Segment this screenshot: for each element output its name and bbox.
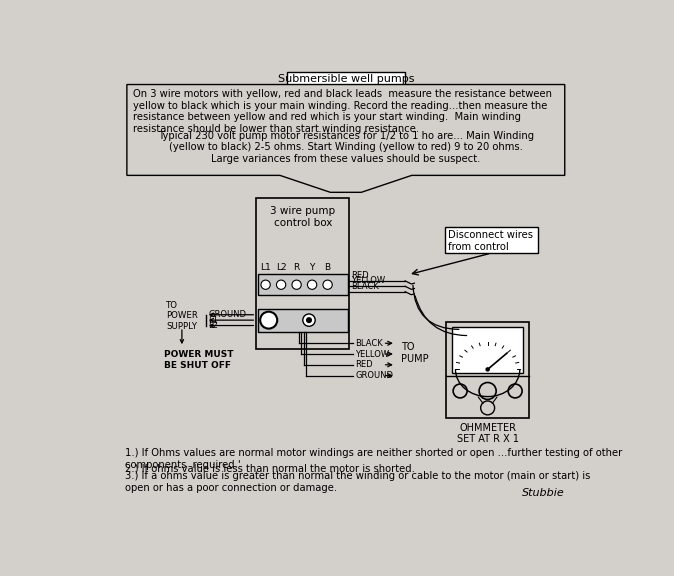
Bar	[446, 321, 529, 418]
Text: TO
PUMP: TO PUMP	[401, 343, 429, 364]
Text: 2.) If ohms value is less than normal the motor is shorted.: 2.) If ohms value is less than normal th…	[125, 463, 415, 473]
Bar	[452, 327, 523, 373]
Text: BLACK: BLACK	[355, 339, 384, 348]
Bar	[258, 274, 348, 295]
Circle shape	[486, 368, 489, 371]
Text: Stubbie: Stubbie	[522, 488, 565, 498]
Text: 1.) If Ohms values are normal motor windings are neither shorted or open ...furt: 1.) If Ohms values are normal motor wind…	[125, 448, 622, 469]
Text: Disconnect wires
from control: Disconnect wires from control	[448, 230, 534, 252]
Circle shape	[261, 280, 270, 289]
Text: L2: L2	[208, 321, 218, 330]
Circle shape	[303, 314, 315, 326]
Bar	[445, 227, 538, 253]
Circle shape	[307, 318, 311, 323]
Text: GROUND: GROUND	[208, 310, 246, 319]
Text: GROUND: GROUND	[355, 371, 394, 380]
Text: RED: RED	[351, 271, 369, 280]
Polygon shape	[127, 85, 565, 192]
Circle shape	[260, 312, 277, 329]
Text: 3.) If a ohms value is greater than normal the winding or cable to the motor (ma: 3.) If a ohms value is greater than norm…	[125, 471, 590, 492]
Text: BLACK: BLACK	[351, 282, 379, 291]
Circle shape	[276, 280, 286, 289]
Text: RED: RED	[355, 361, 373, 369]
Text: L1: L1	[260, 263, 271, 272]
Text: B: B	[325, 263, 331, 272]
Text: POWER MUST
BE SHUT OFF: POWER MUST BE SHUT OFF	[164, 350, 234, 370]
Text: L2: L2	[276, 263, 286, 272]
Bar	[256, 199, 349, 348]
Bar	[287, 72, 405, 85]
Text: L1: L1	[208, 316, 218, 325]
Text: On 3 wire motors with yellow, red and black leads  measure the resistance betwee: On 3 wire motors with yellow, red and bl…	[133, 89, 552, 134]
Text: YELLOW: YELLOW	[351, 276, 385, 286]
Bar	[258, 309, 348, 332]
Circle shape	[307, 280, 317, 289]
Text: OHMMETER
SET AT R X 1: OHMMETER SET AT R X 1	[457, 423, 518, 444]
Text: Typical 230 volt pump motor resistances for 1/2 to 1 ho are... Main Winding
(yel: Typical 230 volt pump motor resistances …	[158, 131, 534, 164]
Text: 3 wire pump
control box: 3 wire pump control box	[270, 206, 336, 228]
Circle shape	[292, 280, 301, 289]
Text: TO
POWER
SUPPLY: TO POWER SUPPLY	[166, 301, 198, 331]
Text: R: R	[293, 263, 300, 272]
Circle shape	[323, 280, 332, 289]
Text: Y: Y	[309, 263, 315, 272]
Text: Submersible well pumps: Submersible well pumps	[278, 74, 415, 84]
Text: YELLOW: YELLOW	[355, 350, 390, 358]
